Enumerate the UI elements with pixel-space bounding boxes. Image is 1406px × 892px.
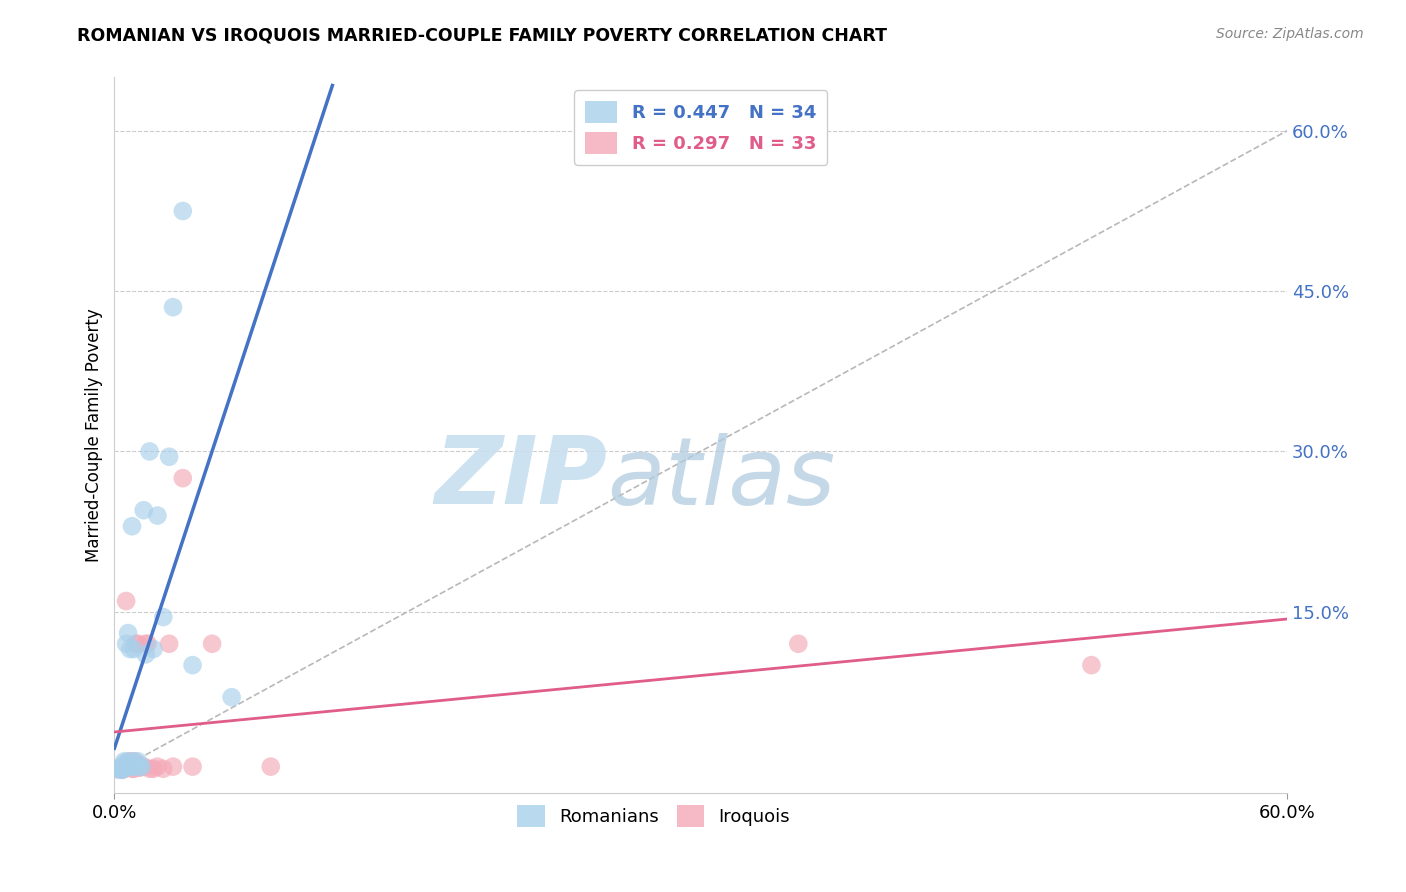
- Point: [131, 759, 153, 773]
- Point: [128, 761, 150, 775]
- Point: [111, 759, 134, 773]
- Point: [138, 762, 160, 776]
- Point: [122, 754, 145, 768]
- Point: [111, 762, 134, 776]
- Point: [115, 637, 138, 651]
- Point: [112, 761, 135, 775]
- Point: [122, 762, 145, 776]
- Point: [118, 642, 141, 657]
- Point: [157, 450, 180, 464]
- Point: [221, 690, 243, 705]
- Point: [110, 762, 132, 776]
- Y-axis label: Married-Couple Family Poverty: Married-Couple Family Poverty: [86, 309, 103, 562]
- Point: [157, 637, 180, 651]
- Point: [121, 762, 143, 776]
- Point: [127, 754, 149, 768]
- Point: [110, 761, 132, 775]
- Point: [107, 763, 129, 777]
- Point: [112, 754, 135, 768]
- Point: [118, 754, 141, 768]
- Point: [110, 761, 132, 775]
- Point: [128, 759, 150, 773]
- Point: [172, 204, 194, 219]
- Point: [121, 519, 143, 533]
- Point: [201, 637, 224, 651]
- Point: [131, 759, 153, 773]
- Point: [111, 763, 134, 777]
- Point: [127, 637, 149, 651]
- Point: [152, 762, 174, 776]
- Point: [117, 754, 139, 768]
- Point: [1080, 658, 1102, 673]
- Point: [136, 637, 159, 651]
- Point: [787, 637, 810, 651]
- Point: [118, 759, 141, 773]
- Point: [162, 759, 184, 773]
- Point: [162, 300, 184, 314]
- Legend: Romanians, Iroquois: Romanians, Iroquois: [510, 798, 797, 834]
- Point: [181, 759, 204, 773]
- Point: [135, 648, 157, 662]
- Point: [117, 759, 139, 773]
- Point: [115, 761, 138, 775]
- Point: [111, 763, 134, 777]
- Point: [142, 762, 165, 776]
- Point: [111, 762, 134, 776]
- Point: [260, 759, 283, 773]
- Point: [121, 759, 143, 773]
- Point: [112, 759, 135, 773]
- Text: Source: ZipAtlas.com: Source: ZipAtlas.com: [1216, 27, 1364, 41]
- Point: [146, 508, 169, 523]
- Point: [118, 759, 141, 773]
- Point: [138, 444, 160, 458]
- Text: ROMANIAN VS IROQUOIS MARRIED-COUPLE FAMILY POVERTY CORRELATION CHART: ROMANIAN VS IROQUOIS MARRIED-COUPLE FAMI…: [77, 27, 887, 45]
- Point: [112, 756, 135, 771]
- Point: [107, 762, 129, 776]
- Point: [152, 610, 174, 624]
- Point: [132, 759, 155, 773]
- Point: [181, 658, 204, 673]
- Point: [142, 642, 165, 657]
- Point: [135, 637, 157, 651]
- Text: ZIP: ZIP: [434, 433, 607, 524]
- Point: [110, 762, 132, 776]
- Point: [122, 754, 145, 768]
- Point: [115, 594, 138, 608]
- Point: [125, 637, 148, 651]
- Point: [146, 759, 169, 773]
- Point: [112, 759, 135, 773]
- Text: atlas: atlas: [607, 433, 835, 524]
- Point: [132, 503, 155, 517]
- Point: [172, 471, 194, 485]
- Point: [125, 759, 148, 773]
- Point: [122, 642, 145, 657]
- Point: [117, 626, 139, 640]
